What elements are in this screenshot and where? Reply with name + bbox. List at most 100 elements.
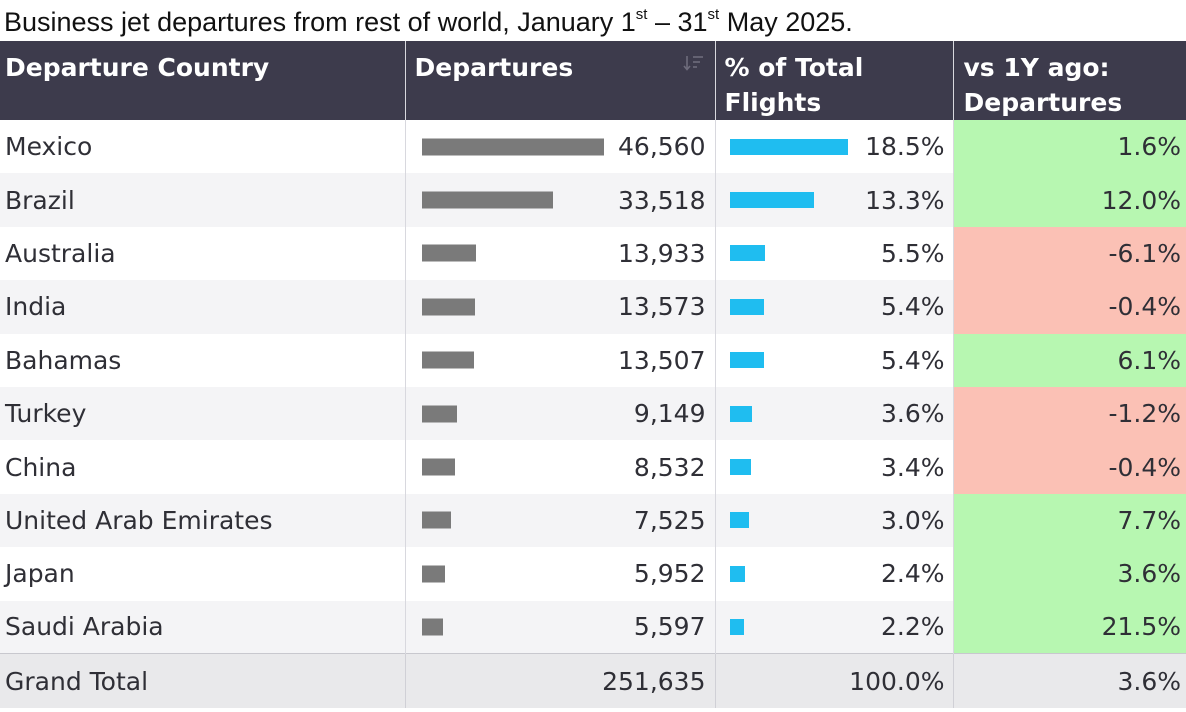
departures-value: 33,518 [618, 185, 706, 215]
departures-bar [421, 405, 458, 423]
change-cell-negative: -0.4% [953, 280, 1186, 334]
sort-descending-icon[interactable] [682, 54, 704, 72]
table-row[interactable]: Turkey 9,149 3.6% -1.2% [0, 386, 1186, 441]
change-cell-negative: -6.1% [953, 226, 1186, 281]
table-row[interactable]: Japan 5,952 2.4% 3.6% [0, 547, 1186, 601]
change-cell-negative: -0.4% [953, 440, 1186, 494]
title-text: Business jet departures from rest of wor… [4, 7, 636, 37]
grand-total-departures: 251,635 [405, 653, 716, 708]
departures-bar [421, 244, 476, 262]
pct-total-bar [729, 352, 764, 369]
departures-value: 7,525 [633, 505, 706, 535]
country-cell: India [0, 280, 406, 334]
departures-bar [421, 565, 445, 583]
country-cell: Bahamas [0, 333, 406, 387]
table-row[interactable]: United Arab Emirates 7,525 3.0% 7.7% [0, 493, 1186, 548]
pct-total-cell: 2.4% [715, 547, 954, 601]
table-body: Mexico 46,560 18.5% 1.6% Brazil 33,518 13.3% 12… [0, 120, 1186, 654]
departures-bar [421, 511, 451, 529]
pct-total-bar [729, 565, 745, 582]
departures-cell: 5,952 [405, 547, 716, 601]
departures-value: 13,573 [618, 292, 706, 322]
title-superscript-end: st [707, 6, 720, 23]
pct-total-cell: 5.4% [715, 333, 954, 387]
country-cell: Australia [0, 226, 406, 281]
table-row[interactable]: Mexico 46,560 18.5% 1.6% [0, 120, 1186, 174]
pct-total-cell: 18.5% [715, 120, 954, 174]
grand-total-pct: 100.0% [715, 653, 954, 708]
departures-bar [421, 458, 455, 476]
pct-total-value: 5.4% [880, 292, 945, 322]
table-row[interactable]: Saudi Arabia 5,597 2.2% 21.5% [0, 600, 1186, 654]
departures-cell: 33,518 [405, 173, 716, 227]
pct-total-cell: 13.3% [715, 173, 954, 227]
table-row[interactable]: Bahamas 13,507 5.4% 6.1% [0, 333, 1186, 387]
pct-total-cell: 3.4% [715, 440, 954, 494]
country-cell: Japan [0, 547, 406, 601]
departures-cell: 7,525 [405, 493, 716, 548]
departures-bar [421, 618, 444, 636]
change-cell-negative: -1.2% [953, 386, 1186, 441]
column-header-departures[interactable]: Departures [405, 41, 716, 120]
column-header-country-label: Departure Country [5, 53, 270, 82]
departures-cell: 13,507 [405, 333, 716, 387]
table-header: Departure Country Departures % of Total … [0, 41, 1186, 120]
title-text-middle: – 31 [647, 7, 708, 37]
change-cell-positive: 1.6% [953, 120, 1186, 174]
column-header-pct-line2: Flights [724, 88, 822, 117]
pct-total-cell: 3.0% [715, 493, 954, 548]
pct-total-value: 3.4% [880, 452, 945, 482]
departures-cell: 13,573 [405, 280, 716, 334]
country-cell: Saudi Arabia [0, 600, 406, 654]
country-cell: Mexico [0, 120, 406, 174]
pct-total-value: 5.4% [880, 345, 945, 375]
pct-total-value: 13.3% [865, 185, 945, 215]
table-row[interactable]: Australia 13,933 5.5% -6.1% [0, 226, 1186, 281]
pct-total-bar [729, 298, 764, 315]
pct-total-cell: 2.2% [715, 600, 954, 654]
departures-cell: 9,149 [405, 386, 716, 441]
column-header-change-line2: Departures [963, 88, 1123, 117]
table-row[interactable]: Brazil 33,518 13.3% 12.0% [0, 173, 1186, 227]
country-cell: United Arab Emirates [0, 493, 406, 548]
title-superscript-start: st [635, 6, 648, 23]
change-cell-positive: 3.6% [953, 547, 1186, 601]
pct-total-value: 3.0% [880, 505, 945, 535]
table-row[interactable]: India 13,573 5.4% -0.4% [0, 280, 1186, 334]
departures-bar [421, 191, 553, 209]
pct-total-value: 18.5% [865, 132, 945, 162]
pct-total-value: 2.4% [880, 559, 945, 589]
page-title: Business jet departures from rest of wor… [4, 3, 1184, 41]
pct-total-cell: 5.4% [715, 280, 954, 334]
pct-total-bar [729, 405, 753, 422]
departures-value: 8,532 [633, 452, 706, 482]
departures-value: 5,597 [633, 612, 706, 642]
column-header-departures-label: Departures [414, 53, 574, 82]
pct-total-bar [729, 512, 749, 529]
departures-bar [421, 138, 604, 156]
pct-total-bar [729, 459, 752, 476]
pct-total-cell: 5.5% [715, 226, 954, 281]
header-row: Departure Country Departures % of Total … [0, 41, 1186, 120]
grand-total-change: 3.6% [953, 653, 1186, 708]
column-header-pct-total[interactable]: % of Total Flights [715, 41, 954, 120]
departures-value: 9,149 [633, 399, 706, 429]
pct-total-bar [729, 192, 815, 209]
pct-total-bar [729, 618, 744, 635]
departures-bar [421, 298, 475, 316]
departures-cell: 5,597 [405, 600, 716, 654]
departures-bar [421, 351, 475, 369]
departures-cell: 13,933 [405, 226, 716, 281]
grand-total-row: Grand Total 251,635 100.0% 3.6% [0, 653, 1186, 708]
departures-cell: 46,560 [405, 120, 716, 174]
change-cell-positive: 12.0% [953, 173, 1186, 227]
country-cell: Turkey [0, 386, 406, 441]
departures-cell: 8,532 [405, 440, 716, 494]
change-cell-positive: 21.5% [953, 600, 1186, 654]
country-cell: China [0, 440, 406, 494]
change-cell-positive: 7.7% [953, 493, 1186, 548]
table-row[interactable]: China 8,532 3.4% -0.4% [0, 440, 1186, 494]
column-header-change[interactable]: vs 1Y ago: Departures [953, 41, 1186, 120]
column-header-country[interactable]: Departure Country [0, 41, 406, 120]
departures-value: 13,933 [618, 238, 706, 268]
